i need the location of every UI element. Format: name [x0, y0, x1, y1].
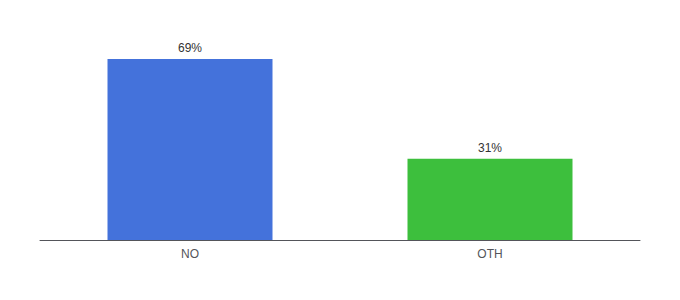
svg-text:31%: 31% — [478, 141, 502, 155]
svg-text:OTH: OTH — [477, 247, 502, 261]
svg-text:NO: NO — [181, 247, 199, 261]
svg-text:69%: 69% — [178, 41, 202, 55]
